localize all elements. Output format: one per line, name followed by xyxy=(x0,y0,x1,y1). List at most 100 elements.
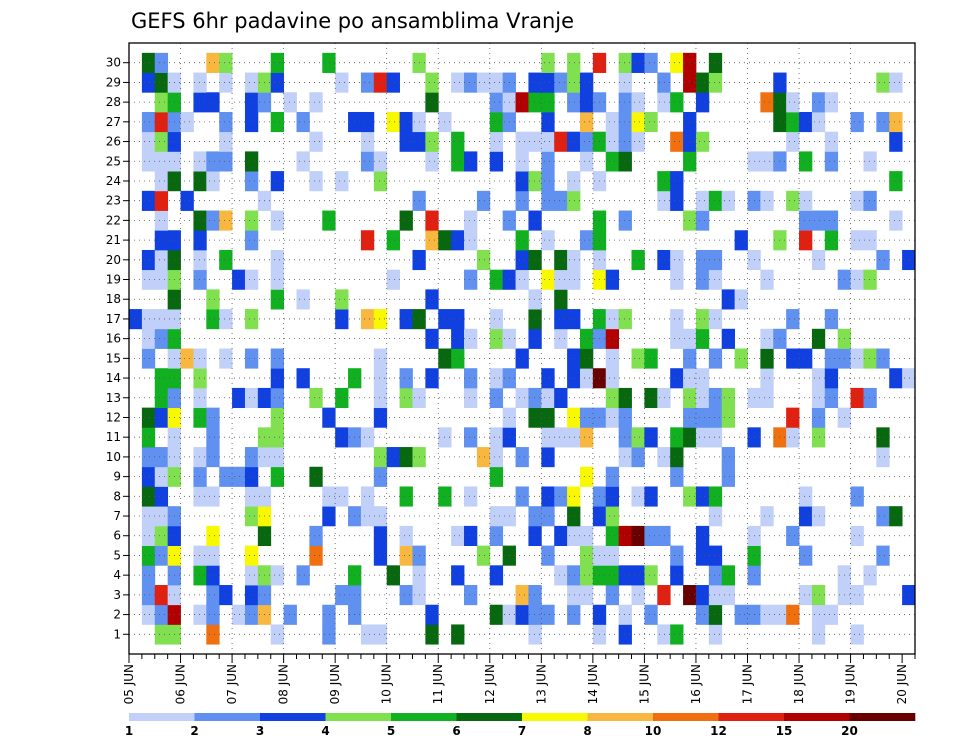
precip-cell xyxy=(618,52,632,73)
precip-cell xyxy=(206,525,220,546)
precip-cell xyxy=(824,151,839,172)
x-tick-label: 20 JUN xyxy=(895,664,909,704)
precip-cell xyxy=(567,269,581,290)
precip-cell xyxy=(309,131,323,152)
precip-cell xyxy=(760,368,774,389)
precip-cell xyxy=(695,368,710,389)
precip-cell xyxy=(579,525,594,546)
precip-cell xyxy=(335,309,349,330)
precip-cell xyxy=(541,151,555,172)
precip-cell xyxy=(708,545,723,566)
x-tick-label: 12 JUN xyxy=(483,664,497,704)
precip-cell xyxy=(232,604,246,625)
precip-cell xyxy=(824,387,839,409)
precip-cell xyxy=(811,368,826,389)
precip-cell xyxy=(373,387,388,409)
precip-cell xyxy=(451,72,465,93)
precip-cell xyxy=(451,348,465,369)
precip-cell xyxy=(644,565,658,586)
precip-cell xyxy=(850,348,864,369)
y-tick-label: 23 xyxy=(106,194,121,208)
plot-frame xyxy=(128,42,916,655)
precip-cell xyxy=(902,585,916,606)
precip-cell xyxy=(141,604,156,625)
precip-cell xyxy=(863,387,877,409)
precip-cell xyxy=(811,249,826,271)
precip-cell xyxy=(708,565,723,586)
precip-cell xyxy=(670,565,684,586)
precip-cell xyxy=(670,368,684,389)
precip-cell xyxy=(605,269,620,290)
precip-cell xyxy=(296,368,310,389)
precip-cell xyxy=(554,72,568,93)
precip-cell xyxy=(270,249,285,271)
precip-cell xyxy=(373,506,388,527)
precip-cell xyxy=(670,171,684,192)
precip-cell xyxy=(193,151,207,172)
precip-cell xyxy=(515,486,529,507)
precip-cell xyxy=(360,486,375,507)
precip-cell xyxy=(515,190,529,211)
precip-cell xyxy=(605,151,620,172)
precip-cell xyxy=(309,525,323,546)
precip-cell xyxy=(335,387,349,409)
precip-cell xyxy=(322,624,336,645)
precip-cell xyxy=(695,249,710,271)
precip-cell xyxy=(244,171,259,192)
precip-cell xyxy=(425,131,439,152)
y-tick-label: 13 xyxy=(106,391,121,405)
precip-cell xyxy=(670,269,684,290)
precip-cell xyxy=(863,230,877,251)
precip-cell xyxy=(425,368,439,389)
precip-cell xyxy=(670,624,684,645)
legend-swatch xyxy=(849,713,916,721)
precip-cell xyxy=(850,190,864,211)
precip-cell xyxy=(579,368,594,389)
precip-cell xyxy=(141,585,156,606)
precip-cell xyxy=(154,52,169,73)
precip-cell xyxy=(618,624,632,645)
precip-cell xyxy=(193,407,207,428)
precip-cell xyxy=(270,269,285,290)
precip-cell xyxy=(193,486,207,507)
precip-cell xyxy=(270,72,285,93)
precip-cell xyxy=(489,151,504,172)
precip-cell xyxy=(206,486,220,507)
precip-cell xyxy=(373,447,388,468)
precip-cell xyxy=(193,348,207,369)
precip-cell xyxy=(322,506,336,527)
precip-cell xyxy=(618,131,632,152)
precip-cell xyxy=(695,545,710,566)
precip-cell xyxy=(786,407,800,428)
precip-cell xyxy=(760,348,774,369)
precip-cell xyxy=(270,466,285,487)
precip-cell xyxy=(141,52,156,73)
legend-label: 5 xyxy=(387,724,395,738)
precip-cell xyxy=(528,309,542,330)
precip-cell xyxy=(786,309,800,330)
precip-cell xyxy=(876,545,890,566)
precip-cell xyxy=(386,565,400,586)
precip-cell xyxy=(799,348,813,369)
precip-cell xyxy=(489,328,504,349)
precip-cell xyxy=(824,92,839,113)
precip-cell xyxy=(708,506,723,527)
precip-cell xyxy=(515,387,529,409)
precip-cell xyxy=(386,72,400,93)
precip-cell xyxy=(219,52,233,73)
precip-cell xyxy=(695,269,710,290)
precip-cell xyxy=(631,111,645,133)
precip-cell xyxy=(193,230,207,251)
x-tick-label: 14 JUN xyxy=(586,664,600,704)
precip-cell xyxy=(360,624,375,645)
precip-cell xyxy=(360,506,375,527)
precip-cell xyxy=(605,466,620,487)
precip-cell xyxy=(811,624,826,645)
precip-cell xyxy=(657,171,671,192)
precip-cell xyxy=(824,131,839,152)
precip-cell xyxy=(309,466,323,487)
precip-cell xyxy=(244,230,259,251)
precip-cell xyxy=(489,269,504,290)
precip-cell xyxy=(425,210,439,231)
precip-cell xyxy=(425,624,439,645)
